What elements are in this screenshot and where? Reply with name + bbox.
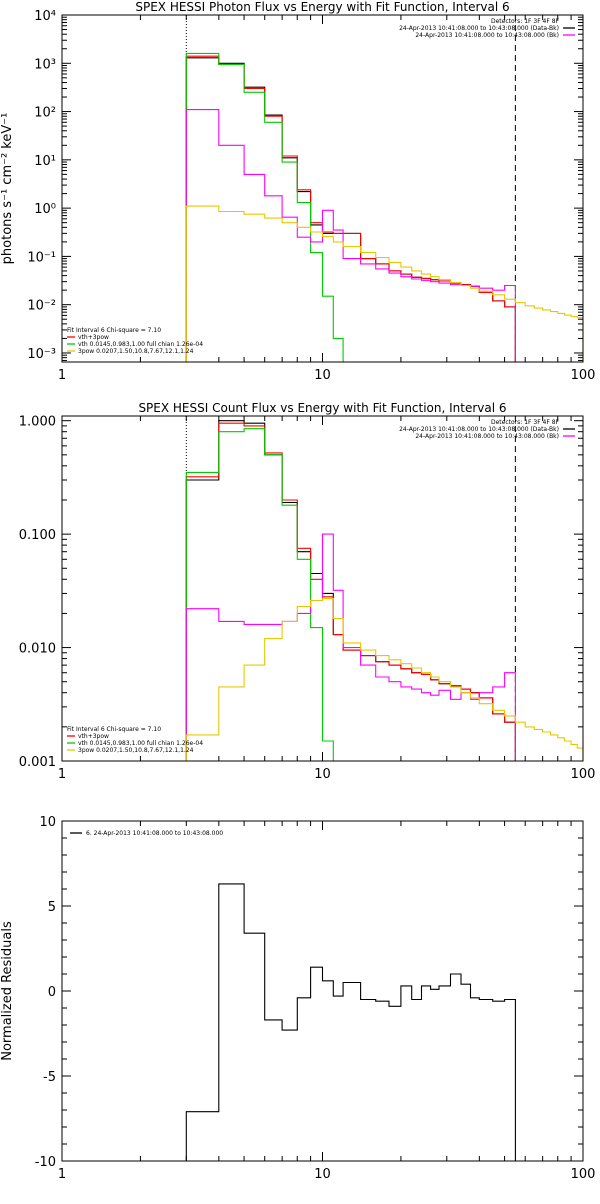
legend-entry: vth+3pow	[78, 733, 109, 740]
x-tick-label: 1	[58, 1167, 66, 1182]
legend-bottom: Fit Interval 6 Chi-square = 7.10vth+3pow…	[67, 327, 203, 355]
legend-entry: 24-Apr-2013 10:41:08.000 to 10:43:08.000…	[399, 426, 559, 433]
y-axis-label: Normalized Residuals	[0, 921, 15, 1061]
y-tick-label: 10²	[34, 106, 56, 121]
chart-panel-2: SPEX HESSI Count Flux vs Energy with Fit…	[19, 401, 596, 782]
y-tick-label: 0	[48, 985, 56, 1000]
y-tick-label: 5	[48, 900, 56, 915]
series-group	[185, 420, 583, 761]
series-line-4	[185, 533, 516, 761]
y-tick-label: 10⁻²	[27, 299, 56, 314]
legend-top: 6. 24-Apr-2013 10:41:08.000 to 10:43:08.…	[70, 830, 223, 837]
x-tick-label: 10	[314, 767, 331, 782]
legend-bottom: Fit Interval 6 Chi-square = 7.10vth+3pow…	[67, 726, 203, 754]
y-tick-label: 10⁻³	[27, 347, 56, 362]
y-tick-label: -10	[35, 1155, 56, 1170]
series-line-3	[185, 428, 334, 761]
y-tick-label: 10	[39, 815, 56, 830]
y-axis: -10 -5 0 5 10	[35, 815, 583, 1170]
y-tick-label: 10⁻¹	[27, 250, 56, 265]
y-tick-label: 1.000	[19, 415, 56, 430]
y-tick-label: 10³	[34, 57, 56, 72]
x-axis: 1 10 100	[58, 15, 596, 383]
y-tick-label: 10⁴	[34, 9, 56, 24]
series-line-1	[185, 420, 516, 761]
legend-entry: 24-Apr-2013 10:41:08.000 to 10:43:08.000…	[399, 25, 559, 32]
series-line-1	[185, 57, 516, 362]
x-tick-label: 1	[58, 368, 66, 383]
x-axis: 1 10 100	[58, 416, 596, 782]
y-axis: 10⁻³ 10⁻² 10⁻¹ 10⁰ 10¹ 10² 10³ 10⁴	[27, 9, 583, 362]
legend-entry: 3pow 0.0207,1.50,10.8,7.67,12.1,1.24	[78, 747, 194, 754]
series-group	[185, 883, 516, 1161]
y-tick-label: 0.010	[19, 642, 56, 657]
series-line-5	[185, 598, 583, 761]
y-tick-label: 10⁰	[34, 202, 56, 217]
series-line-5	[185, 205, 583, 362]
legend-header: Detectors: 1F 3F 4F 8F	[491, 18, 560, 25]
legend-entry: 3pow 0.0207,1.50,10.8,7.67,12.1,1.24	[78, 348, 194, 355]
x-tick-label: 1	[58, 767, 66, 782]
y-axis-label: photons s⁻¹ cm⁻² keV⁻¹	[0, 113, 15, 265]
x-axis: 1 10 100	[58, 821, 596, 1182]
legend-entry: 24-Apr-2013 10:41:08.000 to 10:43:08.000…	[415, 32, 559, 39]
legend-header: Fit Interval 6 Chi-square = 7.10	[67, 726, 161, 733]
y-tick-label: -5	[43, 1070, 56, 1085]
series-line-4	[185, 109, 516, 362]
series-line-1	[185, 883, 516, 1161]
legend-entry: vth 0.0145,0.983,1.00 full chian 1.26e-0…	[78, 740, 203, 747]
y-axis: 0.001 0.010 0.100 1.000	[19, 415, 583, 770]
chart-title: SPEX HESSI Photon Flux vs Energy with Fi…	[135, 0, 509, 14]
x-tick-label: 10	[314, 368, 331, 383]
y-tick-label: 0.001	[19, 755, 56, 770]
x-tick-label: 100	[571, 1167, 596, 1182]
series-group	[185, 52, 583, 362]
plot-frame	[61, 820, 584, 1162]
legend-entry: vth 0.0145,0.983,1.00 full chian 1.26e-0…	[78, 341, 203, 348]
y-tick-label: 0.100	[19, 528, 56, 543]
legend-header: Fit Interval 6 Chi-square = 7.10	[67, 327, 161, 334]
x-tick-label: 100	[571, 368, 596, 383]
plot-frame	[61, 14, 584, 363]
x-tick-label: 10	[314, 1167, 331, 1182]
series-line-2	[185, 55, 516, 362]
plot-frame	[61, 415, 584, 762]
y-tick-label: 10¹	[34, 154, 56, 169]
legend-entry: vth+3pow	[78, 334, 109, 341]
chart-panel-1: SPEX HESSI Photon Flux vs Energy with Fi…	[0, 0, 596, 383]
chart-title: SPEX HESSI Count Flux vs Energy with Fit…	[138, 401, 506, 415]
chart-panel-3: Normalized Residuals 1 10 100 -10 -5 0 5 10 6. 24…	[0, 815, 596, 1182]
series-line-2	[185, 422, 516, 761]
x-tick-label: 100	[571, 767, 596, 782]
legend-entry: 24-Apr-2013 10:41:08.000 to 10:43:08.000…	[415, 433, 559, 440]
legend-entry: 6. 24-Apr-2013 10:41:08.000 to 10:43:08.…	[86, 830, 223, 837]
legend-header: Detectors: 1F 3F 4F 8F	[491, 419, 560, 426]
series-line-3	[185, 52, 344, 362]
